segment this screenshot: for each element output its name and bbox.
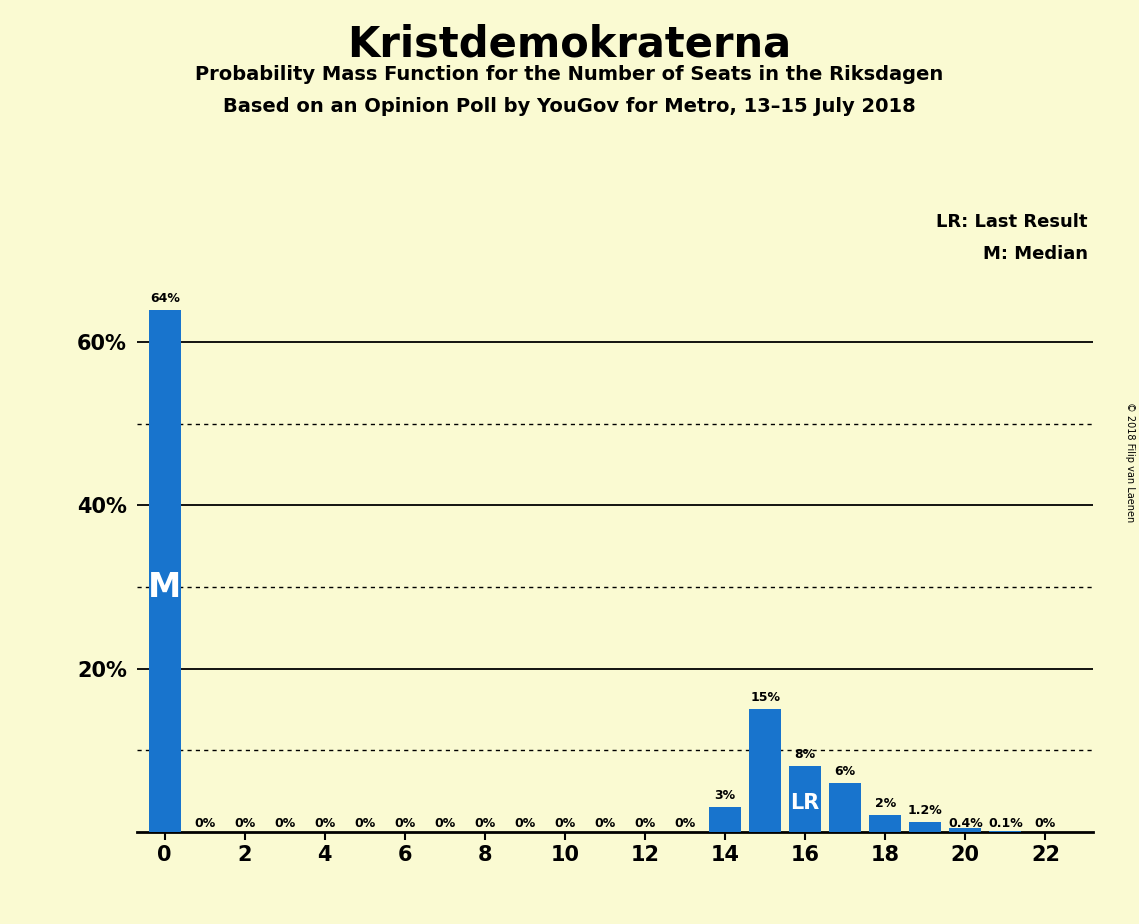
Text: Based on an Opinion Poll by YouGov for Metro, 13–15 July 2018: Based on an Opinion Poll by YouGov for M… <box>223 97 916 116</box>
Text: 0%: 0% <box>274 817 295 830</box>
Text: 15%: 15% <box>751 691 780 704</box>
Text: 0%: 0% <box>595 817 616 830</box>
Text: 0%: 0% <box>474 817 495 830</box>
Bar <box>789 766 821 832</box>
Text: 0%: 0% <box>354 817 376 830</box>
Text: M: M <box>148 570 181 603</box>
Text: 0%: 0% <box>434 817 456 830</box>
Text: Kristdemokraterna: Kristdemokraterna <box>347 23 792 65</box>
Text: LR: LR <box>790 793 820 813</box>
Text: 0%: 0% <box>1034 817 1056 830</box>
Bar <box>869 815 901 832</box>
Bar <box>710 808 741 832</box>
Text: LR: Last Result: LR: Last Result <box>936 213 1088 230</box>
Text: 0%: 0% <box>674 817 696 830</box>
Text: 0%: 0% <box>235 817 255 830</box>
Text: M: Median: M: Median <box>983 245 1088 262</box>
Text: 0%: 0% <box>314 817 336 830</box>
Text: 8%: 8% <box>795 748 816 761</box>
Bar <box>749 710 781 832</box>
Text: 64%: 64% <box>149 292 180 305</box>
Text: 6%: 6% <box>835 765 855 778</box>
Text: 1.2%: 1.2% <box>908 804 943 817</box>
Text: 0.1%: 0.1% <box>988 817 1023 830</box>
Bar <box>829 783 861 832</box>
Text: 2%: 2% <box>875 797 896 810</box>
Text: 0%: 0% <box>194 817 215 830</box>
Text: 3%: 3% <box>714 789 736 802</box>
Bar <box>149 310 181 832</box>
Text: 0%: 0% <box>555 817 575 830</box>
Text: 0%: 0% <box>634 817 656 830</box>
Text: 0%: 0% <box>394 817 416 830</box>
Text: 0.4%: 0.4% <box>948 817 983 830</box>
Text: © 2018 Filip van Laenen: © 2018 Filip van Laenen <box>1125 402 1134 522</box>
Bar <box>949 828 982 832</box>
Text: 0%: 0% <box>515 817 535 830</box>
Text: Probability Mass Function for the Number of Seats in the Riksdagen: Probability Mass Function for the Number… <box>196 65 943 84</box>
Bar <box>909 821 941 832</box>
